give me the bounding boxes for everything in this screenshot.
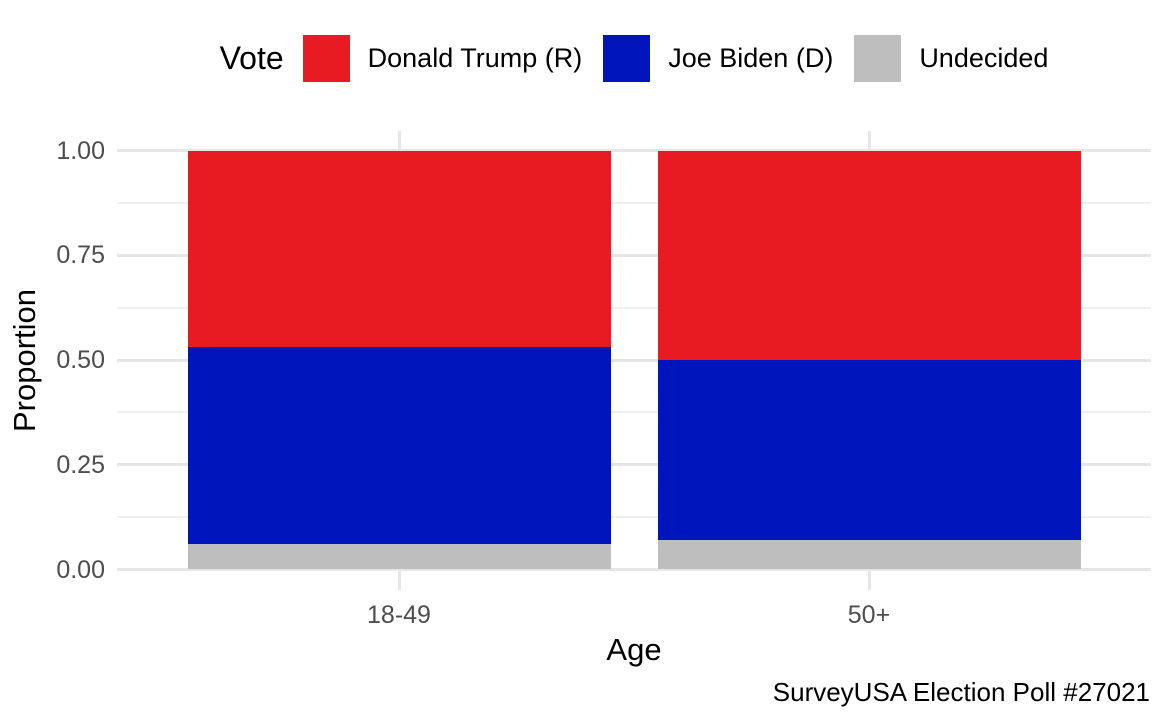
bar-segment-undecided bbox=[657, 540, 1081, 570]
legend-item: Undecided bbox=[854, 34, 1049, 82]
x-tick-label: 50+ bbox=[847, 601, 891, 629]
minor-gridline bbox=[117, 411, 1151, 414]
legend-swatch-undecided bbox=[854, 34, 902, 82]
bar-18-49 bbox=[187, 150, 611, 570]
legend-swatch-joe-biden-d bbox=[603, 34, 651, 82]
major-gridline bbox=[117, 149, 1151, 152]
major-gridline bbox=[117, 568, 1151, 571]
legend-label: Donald Trump (R) bbox=[367, 42, 583, 73]
bar-segment-joe-biden-d bbox=[657, 360, 1081, 541]
legend-swatch-donald-trump-r bbox=[302, 34, 350, 82]
legend-label: Joe Biden (D) bbox=[668, 42, 834, 73]
x-axis-title: Age bbox=[606, 632, 662, 667]
major-gridline bbox=[117, 253, 1151, 257]
y-tick-label: 0.25 bbox=[56, 450, 105, 479]
major-gridline bbox=[117, 358, 1151, 362]
legend-item: Joe Biden (D) bbox=[603, 34, 834, 82]
bar-segment-donald-trump-r bbox=[187, 150, 611, 348]
bar-50+ bbox=[657, 150, 1081, 570]
legend-title: Vote bbox=[219, 39, 284, 76]
x-tick-label: 18-49 bbox=[367, 601, 431, 629]
legend-label: Undecided bbox=[919, 42, 1049, 73]
legend: Vote Donald Trump (R) Joe Biden (D) Undeci… bbox=[117, 27, 1151, 89]
legend-item: Donald Trump (R) bbox=[302, 34, 583, 82]
minor-gridline bbox=[117, 306, 1151, 309]
y-tick-label: 0.00 bbox=[56, 555, 105, 584]
major-gridline bbox=[117, 463, 1151, 467]
plot-panel bbox=[117, 131, 1151, 590]
chart-caption: SurveyUSA Election Poll #27021 bbox=[772, 677, 1150, 707]
bar-segment-donald-trump-r bbox=[657, 150, 1081, 360]
bar-segment-joe-biden-d bbox=[187, 347, 611, 545]
minor-gridline bbox=[117, 516, 1151, 519]
bar-segment-undecided bbox=[187, 544, 611, 570]
y-tick-label: 1.00 bbox=[56, 136, 105, 165]
y-tick-label: 0.75 bbox=[56, 241, 105, 270]
legend-items: Donald Trump (R) Joe Biden (D) Undecided bbox=[302, 34, 1049, 82]
y-tick-label: 0.50 bbox=[56, 346, 105, 374]
minor-gridline bbox=[117, 201, 1151, 204]
